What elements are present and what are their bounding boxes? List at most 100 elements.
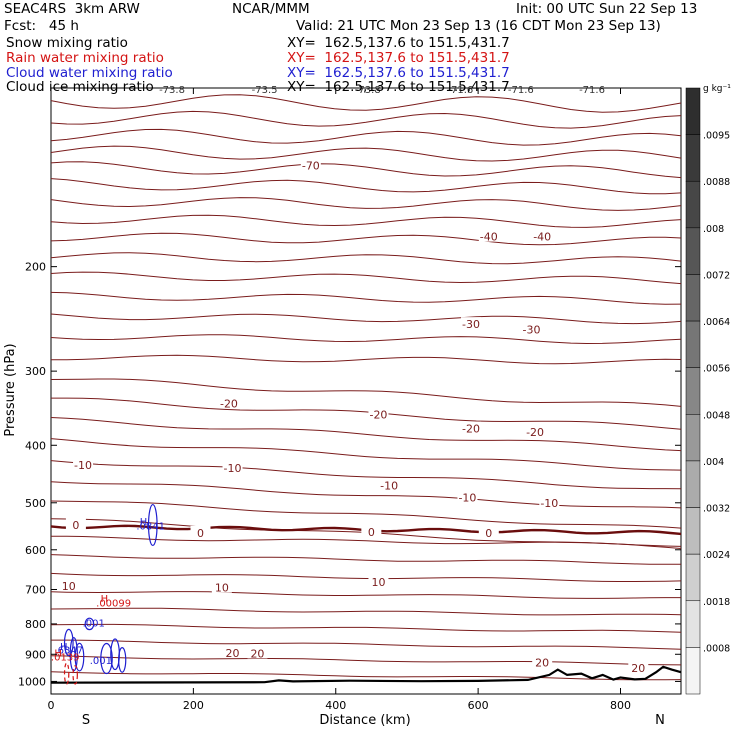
isotherm-line [50,178,682,195]
isotherm-label-bg [525,425,546,438]
colorbar-label: .0072 [703,270,730,281]
isotherm-line [50,145,682,162]
field-xy-snow: XY= 162.5,137.6 to 151.5,431.7 [287,35,510,51]
isotherm-label: 0 [197,527,204,540]
cloud-water-contour [118,647,127,673]
model-title: SEAC4RS 3km ARW [4,1,140,17]
isotherm-line [50,500,682,529]
isotherm-label-bg [628,661,649,674]
isotherm-label: -20 [526,426,544,439]
contour-extremum-label: .001 [83,618,105,629]
colorbar-label: .0024 [703,550,730,561]
isotherm-label: -10 [458,492,476,505]
x-tick-label: 600 [468,699,489,712]
colorbar-label: .0088 [703,177,730,188]
cloud-water-contour [84,617,95,631]
isotherm-line [50,655,682,666]
terrain-line [50,665,682,684]
temperature-contours: -70 -40 -40 -30 -30 -20 -20 -20 -20 -10 -10 -10 -10 -… [50,85,682,681]
isotherm-label: 10 [62,580,76,593]
field-name-snow: Snow mixing ratio [6,35,128,51]
isotherm-line [50,378,682,407]
contour-extremum-label: H [140,517,148,528]
isotherm-label-bg [211,580,232,593]
top-strip-label: -71.6 [447,85,473,96]
isotherm-label-bg [478,229,499,242]
isotherm-label-bg [218,396,239,409]
hydrometeor-contours [63,503,158,685]
isotherm-label-bg [532,655,553,668]
x-axis-label: Distance (km) [319,713,410,728]
isotherm-line [50,607,682,616]
isotherm-label: -10 [540,497,558,510]
colorbar-swatch [685,367,701,415]
cloud-water-contour [100,642,113,675]
isotherm-label-bg [521,322,542,335]
colorbar-swatch [685,180,701,229]
x-tick-label: 200 [183,699,204,712]
terrain-profile [50,665,682,684]
isotherm-line [50,354,682,365]
x-end-label-north: N [655,713,665,728]
field-name-ice: Cloud ice mixing ratio [6,79,154,95]
colorbar-label: .0095 [703,131,730,142]
x-tick-label: 400 [325,699,346,712]
cloud-water-contour [63,628,74,657]
isotherm-line [50,460,682,490]
y-tick-label: 900 [25,648,46,661]
colorbar-unit: g kg⁻¹ [703,84,731,94]
isotherm-label: -40 [480,231,498,244]
cloud-water-contour [74,642,85,672]
isotherm-label: 10 [215,582,229,595]
isotherm-line [50,252,682,265]
colorbar-swatch [685,227,701,275]
isotherm-line [50,214,682,228]
isotherm-label-bg [222,645,243,658]
axes: 0 200 400 600 800200300400500600700800900100… [18,88,681,712]
isotherm-label-bg [361,524,382,537]
isotherm-label: -10 [224,462,242,475]
y-tick-label: 200 [25,261,46,274]
contour-extremum-label: H [60,642,68,653]
colorbar-label: .0018 [703,597,730,608]
contour-extremum-label: .001 [90,656,112,667]
isotherm-label-bg [461,317,481,330]
colorbar-label: .008 [703,224,724,235]
isotherm-line [50,94,682,113]
colorbar-label: .0032 [703,504,730,515]
isotherm-line [50,334,682,345]
isotherm-line [50,128,682,146]
x-tick-label: 0 [48,699,55,712]
isotherm-label: 0 [72,519,79,532]
y-tick-label: 1000 [18,675,46,688]
isotherm-label-bg [379,478,400,491]
contour-extremum-label: .6347 [54,646,83,657]
y-tick-label: 300 [25,365,46,378]
colorbar-label: .004 [703,457,724,468]
isotherm-line [50,271,682,285]
valid-time: Valid: 21 UTC Mon 23 Sep 13 (16 CDT Mon … [296,18,661,34]
isotherm-label: -10 [74,459,92,472]
isotherm-label: 20 [535,657,549,670]
top-strip-label: -73.5 [252,85,278,96]
isotherm-line [50,481,682,509]
isotherm-line [50,110,682,129]
isotherm-label-bg [73,458,94,471]
isotherm-label: 20 [226,647,240,660]
isotherm-line [50,623,682,633]
isotherm-line [50,554,682,565]
isotherm-label: -30 [462,318,480,331]
isotherm-label-bg [457,490,478,503]
isotherm-label-bg [58,578,79,591]
contour-extremum-label: .0139 [51,652,80,663]
isotherm-label: -20 [369,409,387,422]
isotherm-label: 0 [485,527,492,540]
isotherm-label: 20 [250,647,264,660]
isotherm-label: 20 [631,662,645,675]
isotherm-line [50,591,681,599]
y-tick-label: 400 [25,439,46,452]
isotherm-label-bg [461,421,481,434]
isotherm-line [50,572,682,582]
colorbar-swatch [685,553,701,602]
